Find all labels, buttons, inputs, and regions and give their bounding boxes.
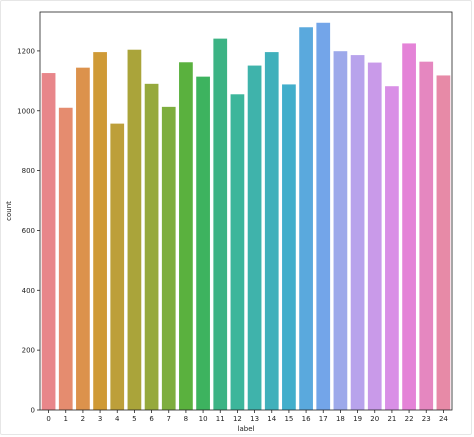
bar-19 xyxy=(350,55,365,411)
y-tick-label: 1000 xyxy=(17,107,35,115)
x-tick-label: 19 xyxy=(353,415,362,423)
bar-14 xyxy=(264,52,279,410)
x-tick-label: 16 xyxy=(302,415,311,423)
plot-background xyxy=(40,12,452,410)
bar-21 xyxy=(385,86,399,411)
x-tick-label: 10 xyxy=(199,415,208,423)
bar-8 xyxy=(179,62,193,411)
y-axis-label: count xyxy=(5,201,13,221)
x-tick-label: 3 xyxy=(98,415,102,423)
x-tick-label: 17 xyxy=(319,415,328,423)
bar-17 xyxy=(316,22,331,411)
x-tick-label: 21 xyxy=(387,415,396,423)
x-tick-label: 12 xyxy=(233,415,242,423)
bar-3 xyxy=(93,52,107,410)
bar-5 xyxy=(127,49,142,411)
bar-12 xyxy=(230,94,245,410)
x-tick-label: 20 xyxy=(370,415,379,423)
x-tick-label: 5 xyxy=(132,415,136,423)
bar-10 xyxy=(196,76,210,410)
x-tick-label: 0 xyxy=(46,415,50,423)
x-tick-label: 6 xyxy=(149,415,154,423)
y-tick-label: 0 xyxy=(31,407,35,415)
x-axis-ticks: 0 1 2 3 4 5 6 7 8 10 11 12 13 14 15 16 17 18 19 20 21 22 23 24 xyxy=(46,410,448,423)
bar-13 xyxy=(247,65,262,410)
x-tick-label: 7 xyxy=(167,415,171,423)
plot-border xyxy=(39,11,453,411)
x-tick-label: 1 xyxy=(64,415,68,423)
y-tick-label: 200 xyxy=(22,347,35,355)
bar-15 xyxy=(282,84,296,411)
x-axis-label: label xyxy=(238,425,255,433)
x-tick-label: 13 xyxy=(250,415,259,423)
bar-6 xyxy=(144,83,159,410)
bar-11 xyxy=(213,38,228,410)
bar-4 xyxy=(110,123,125,411)
x-tick-label: 24 xyxy=(439,415,448,423)
bar-22 xyxy=(402,43,416,411)
bar-0 xyxy=(41,73,56,411)
bar-2 xyxy=(76,67,90,410)
bar-7 xyxy=(161,106,176,411)
x-tick-label: 8 xyxy=(184,415,188,423)
y-tick-label: 400 xyxy=(22,287,35,295)
bar-24 xyxy=(436,75,451,410)
x-tick-label: 23 xyxy=(422,415,431,423)
x-tick-label: 14 xyxy=(267,415,276,423)
y-tick-label: 600 xyxy=(22,227,35,235)
y-axis-ticks: 0 200 400 600 800 1000 1200 xyxy=(17,47,40,415)
bars-group xyxy=(41,22,451,411)
bar-20 xyxy=(367,62,382,410)
y-tick-label: 1200 xyxy=(17,47,35,55)
x-tick-label: 18 xyxy=(336,415,345,423)
x-tick-label: 2 xyxy=(81,415,85,423)
bar-23 xyxy=(419,61,434,411)
x-tick-label: 22 xyxy=(405,415,414,423)
bar-18 xyxy=(333,51,348,410)
x-tick-label: 15 xyxy=(284,415,293,423)
bar-1 xyxy=(58,107,73,410)
y-tick-label: 800 xyxy=(22,167,35,175)
x-tick-label: 11 xyxy=(216,415,225,423)
x-tick-label: 4 xyxy=(115,415,120,423)
bar-16 xyxy=(299,27,313,410)
